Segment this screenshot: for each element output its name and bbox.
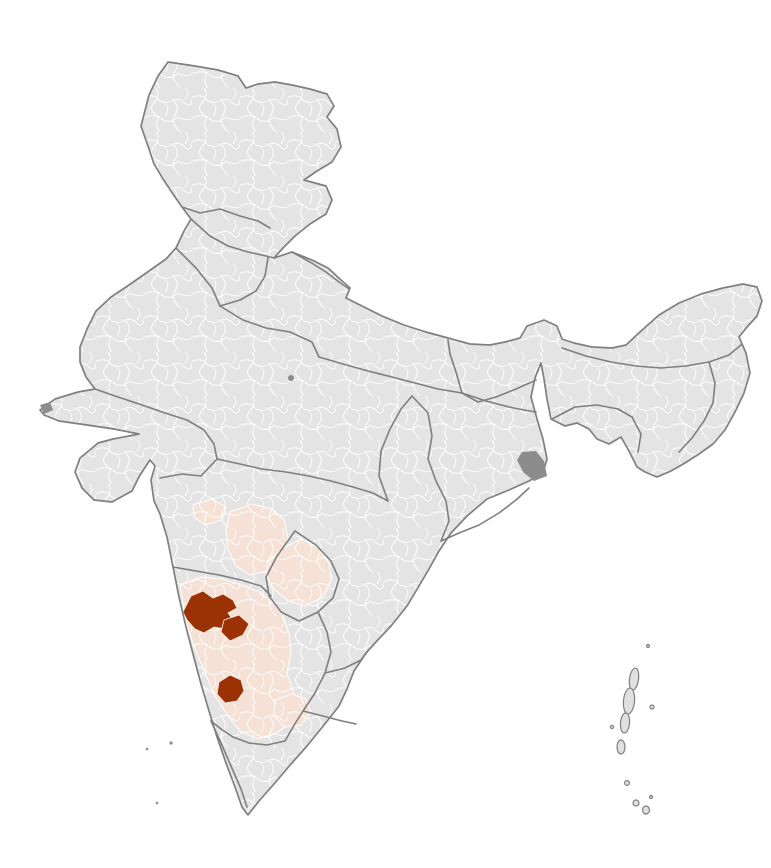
andaman-nicobar-islands[interactable] bbox=[609, 643, 655, 815]
high-density-districts[interactable] bbox=[182, 590, 250, 704]
small-shaded-district bbox=[288, 375, 294, 381]
lakshadweep-islands[interactable] bbox=[145, 741, 173, 805]
kutch-west-islet bbox=[40, 402, 53, 414]
high-density-district[interactable] bbox=[216, 674, 245, 704]
shaded-features bbox=[40, 375, 547, 481]
state-borders bbox=[94, 206, 742, 808]
sundarbans-delta bbox=[517, 451, 547, 481]
high-density-district[interactable] bbox=[220, 614, 250, 642]
